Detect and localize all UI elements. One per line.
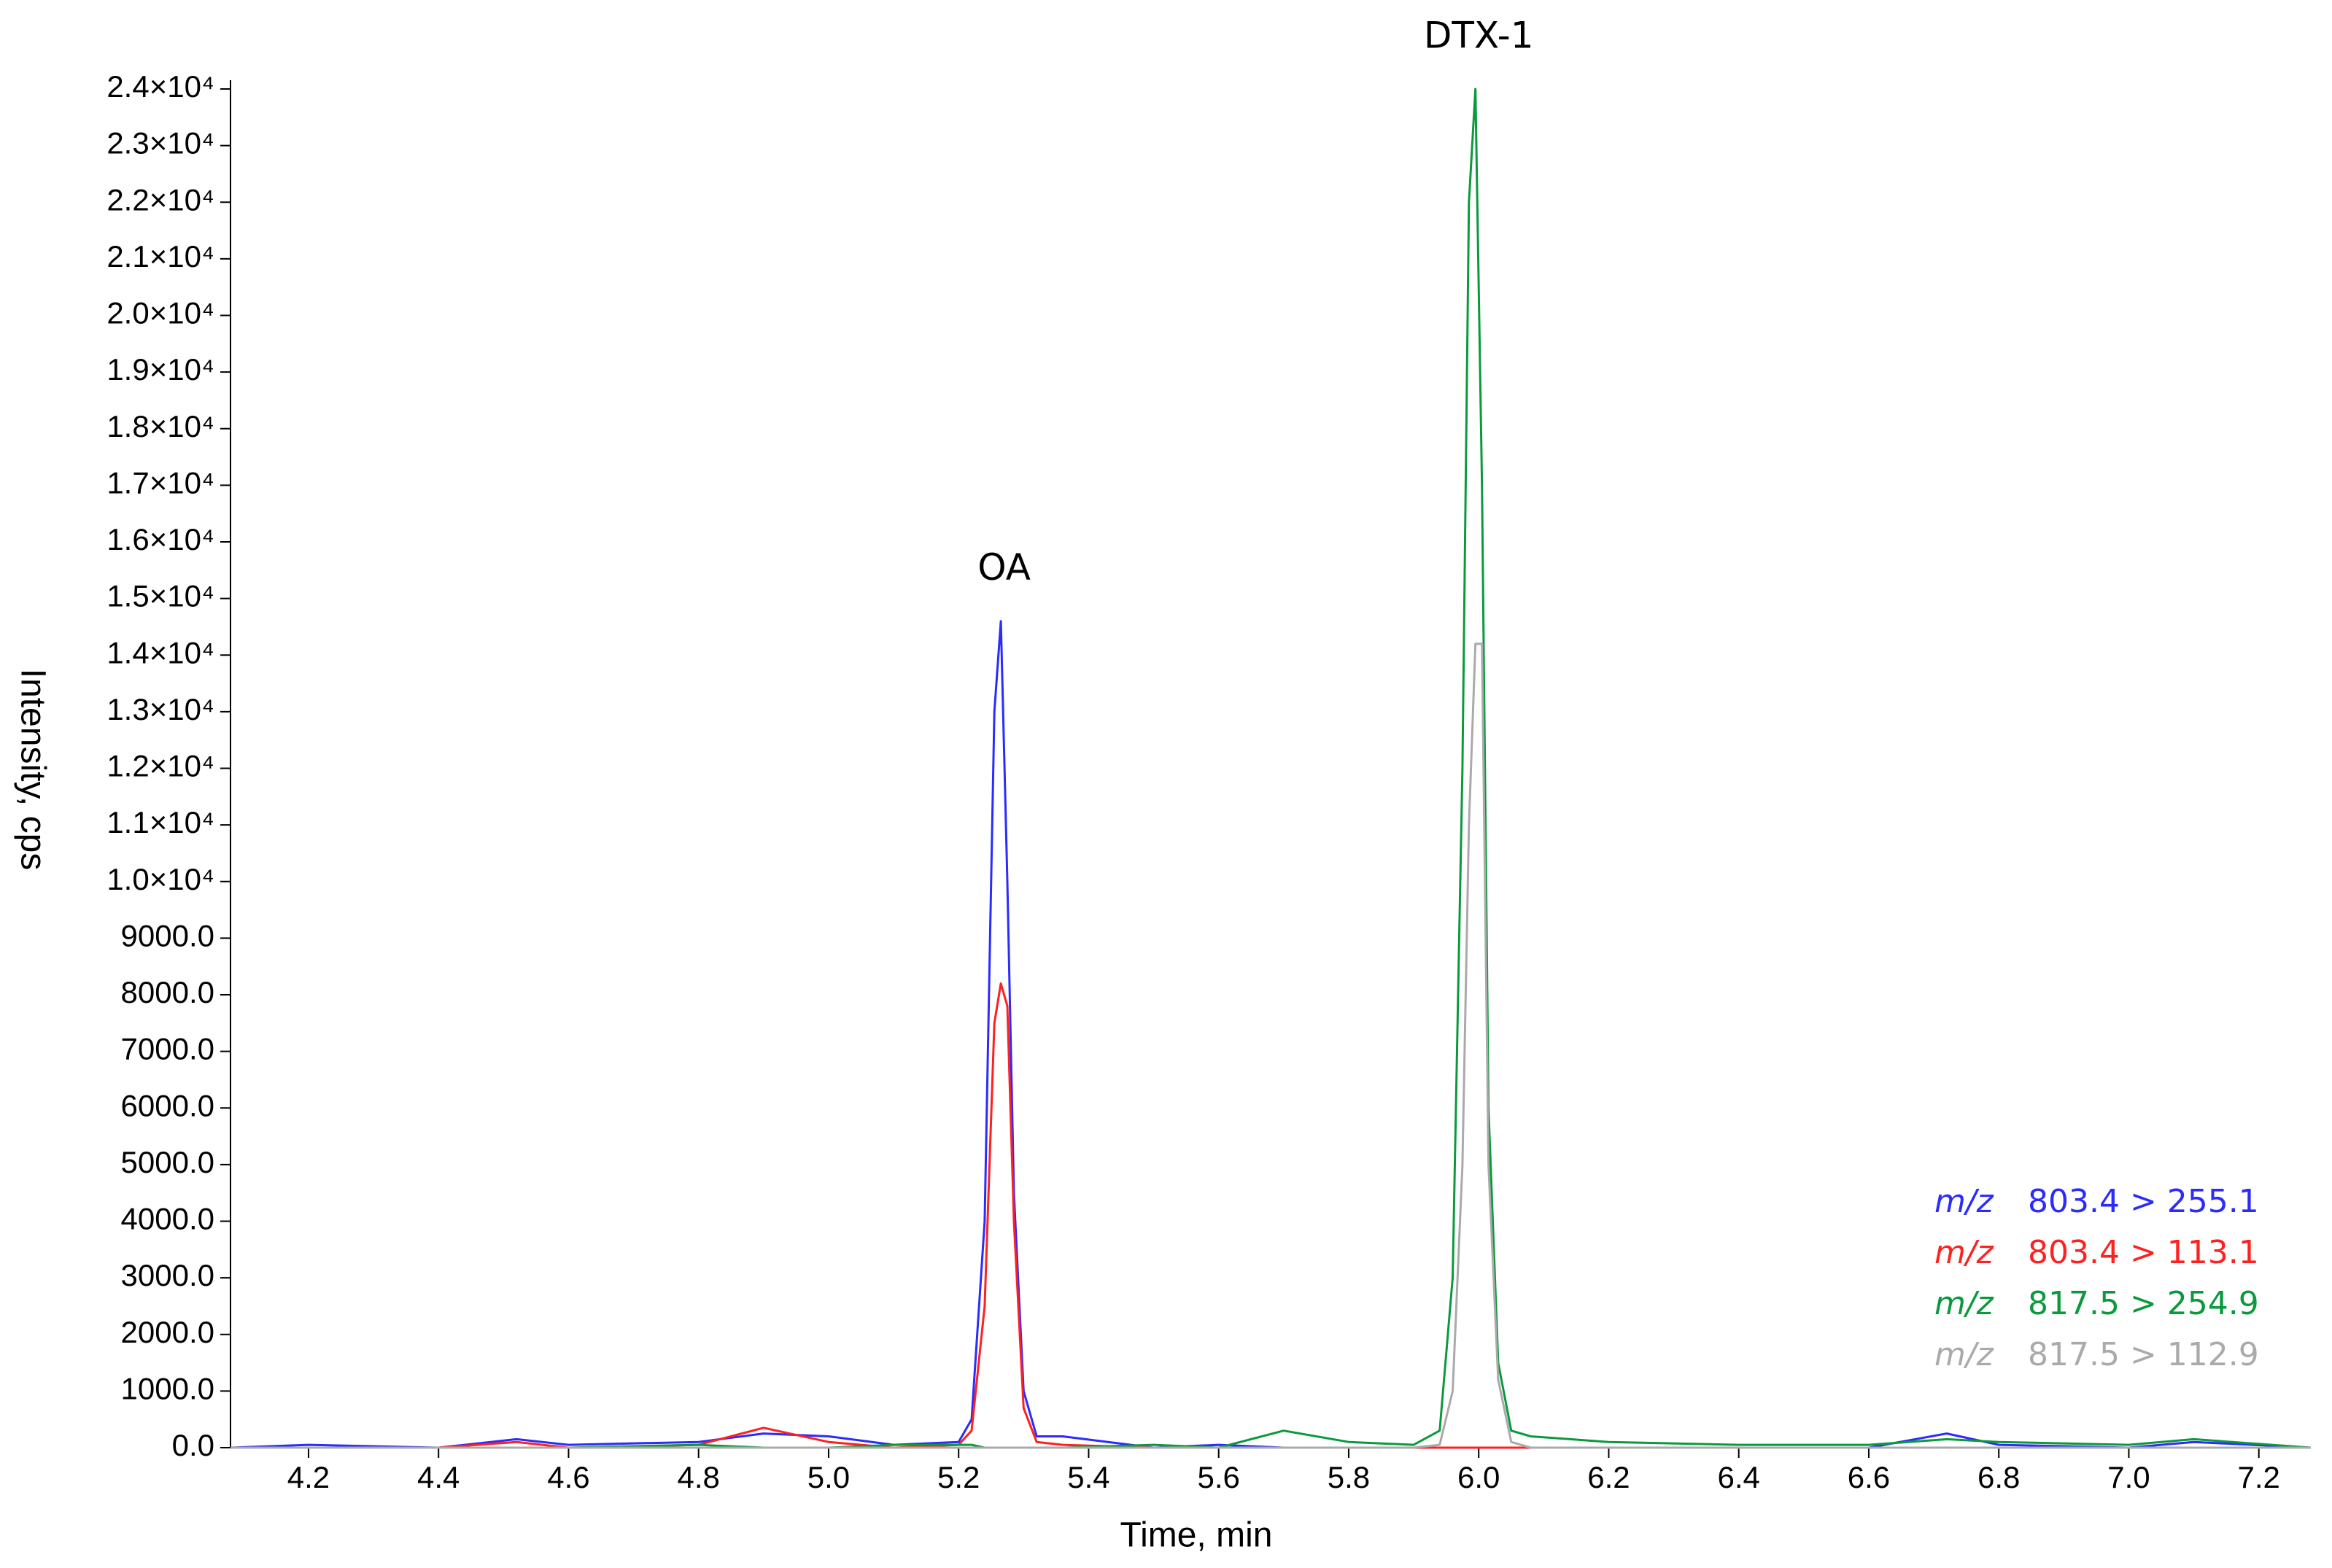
y-tick-label: 1.7×10⁴	[106, 465, 214, 500]
y-tick-label: 2.2×10⁴	[106, 182, 214, 217]
x-tick-label: 5.8	[1328, 1460, 1370, 1494]
y-tick-label: 2.4×10⁴	[106, 69, 214, 104]
x-tick-label: 6.6	[1848, 1460, 1890, 1494]
x-tick-label: 7.2	[2238, 1460, 2280, 1494]
y-tick-label: 1.6×10⁴	[106, 522, 214, 556]
x-tick-label: 6.2	[1587, 1460, 1630, 1494]
x-tick-label: 5.0	[807, 1460, 850, 1494]
y-tick-label: 4000.0	[121, 1202, 214, 1236]
x-axis-label: Time, min	[1120, 1516, 1273, 1555]
x-tick-label: 5.2	[937, 1460, 980, 1494]
series-line	[231, 88, 2312, 1449]
series-line	[231, 643, 2311, 1449]
legend-label: 817.5 > 254.9	[2028, 1285, 2259, 1322]
y-tick-label: 3000.0	[121, 1258, 214, 1292]
legend-prefix: m/z	[1934, 1336, 1994, 1373]
annotation: OA	[977, 546, 1031, 589]
x-tick-label: 4.8	[678, 1460, 720, 1494]
series-line	[231, 982, 2311, 1449]
y-tick-label: 1.4×10⁴	[106, 635, 214, 669]
legend-prefix: m/z	[1934, 1285, 1994, 1322]
series-line	[230, 620, 2312, 1449]
y-tick-label: 1.2×10⁴	[106, 749, 214, 783]
x-tick-label: 4.4	[417, 1460, 460, 1494]
legend: m/z 803.4 > 255.1 m/z 803.4 > 113.1 m/z 817.5…	[1934, 1183, 2259, 1373]
legend-prefix: m/z	[1934, 1234, 1994, 1271]
x-tick-label: 5.4	[1067, 1460, 1109, 1494]
y-tick-label: 1.1×10⁴	[106, 805, 214, 839]
y-tick-label: 2.1×10⁴	[106, 239, 214, 273]
x-tick-label: 6.4	[1718, 1460, 1760, 1494]
y-tick-label: 0.0	[172, 1428, 214, 1462]
y-tick-label: 1.3×10⁴	[106, 692, 214, 726]
annotation: DTX-1	[1424, 15, 1534, 57]
x-tick-label: 5.6	[1198, 1460, 1240, 1494]
x-tick-label: 4.2	[287, 1460, 330, 1494]
legend-label: 817.5 > 112.9	[2028, 1336, 2259, 1373]
y-tick-label: 7000.0	[121, 1032, 214, 1066]
legend-label: 803.4 > 113.1	[2028, 1234, 2259, 1271]
x-tick-label: 4.6	[547, 1460, 589, 1494]
y-tick-label: 9000.0	[121, 918, 214, 952]
x-tick-label: 7.0	[2107, 1460, 2150, 1494]
x-tick-label: 6.8	[1977, 1460, 2020, 1494]
y-tick-label: 1.0×10⁴	[106, 862, 214, 896]
y-tick-label: 1.9×10⁴	[106, 352, 214, 387]
y-tick-label: 6000.0	[121, 1088, 214, 1122]
legend-prefix: m/z	[1934, 1183, 1994, 1220]
legend-label: 803.4 > 255.1	[2028, 1183, 2259, 1220]
x-tick-label: 6.0	[1457, 1460, 1500, 1494]
y-tick-label: 1.5×10⁴	[106, 579, 214, 613]
y-tick-label: 1.8×10⁴	[106, 409, 214, 443]
y-tick-label: 2.3×10⁴	[106, 126, 214, 160]
y-tick-label: 1000.0	[121, 1371, 214, 1405]
y-tick-label: 2000.0	[121, 1315, 214, 1349]
y-tick-label: 5000.0	[121, 1145, 214, 1179]
y-tick-label: 2.0×10⁴	[106, 296, 214, 330]
y-axis-label: Intensity, cps	[13, 669, 52, 871]
y-tick-label: 8000.0	[121, 975, 214, 1009]
